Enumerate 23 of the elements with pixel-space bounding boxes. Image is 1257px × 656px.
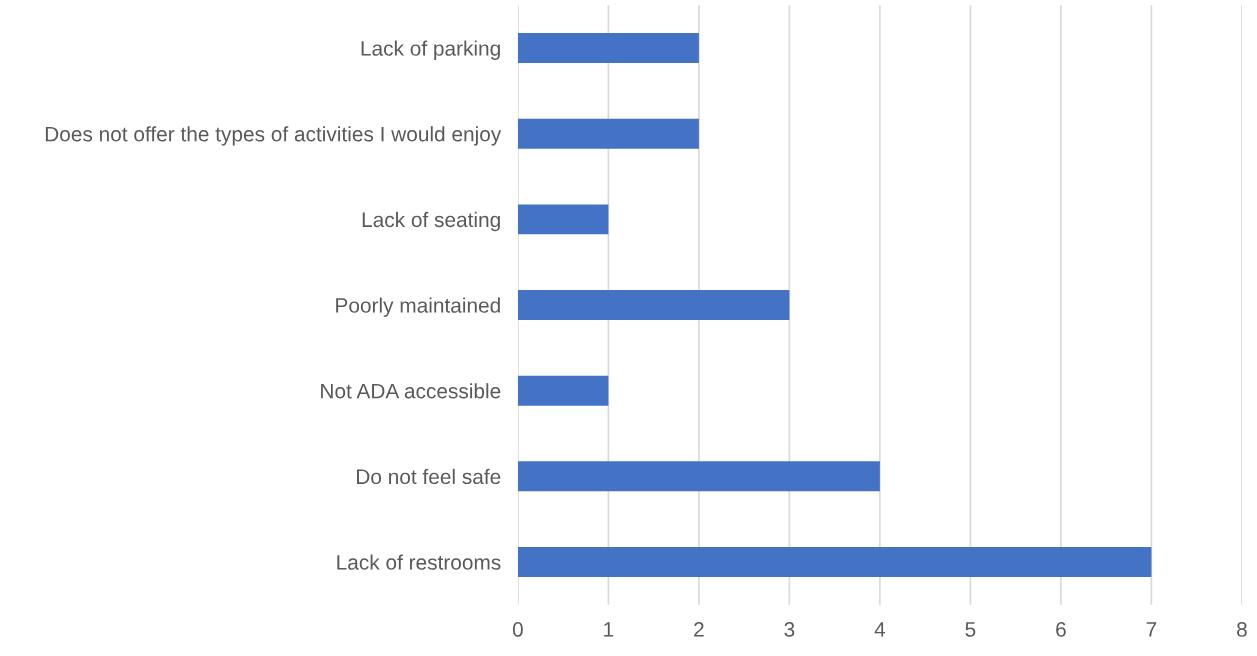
y-tick-label: Does not offer the types of activities I would enjoy — [45, 126, 502, 146]
bar — [517, 461, 880, 492]
x-tick-label: 6 — [1056, 622, 1066, 637]
x-tick-label: 2 — [694, 622, 704, 637]
x-tick-label: 3 — [784, 622, 795, 637]
bar — [517, 204, 609, 235]
x-tick-label: 4 — [874, 622, 886, 637]
bar — [517, 547, 1152, 577]
y-tick-label: Lack of restrooms — [337, 554, 501, 570]
y-tick-label: Do not feel safe — [357, 468, 501, 485]
bar — [517, 290, 790, 321]
x-tick-label: 8 — [1237, 622, 1247, 637]
bar — [517, 375, 609, 406]
y-tick-label: Lack of seating — [362, 211, 500, 232]
bar — [517, 33, 699, 64]
x-tick-label: 0 — [512, 622, 523, 637]
x-tick-label: 5 — [965, 622, 976, 637]
y-tick-label: Not ADA accessible — [321, 383, 501, 399]
y-tick-label: Poorly maintained — [336, 297, 500, 317]
y-tick-label: Lack of parking — [361, 40, 500, 60]
bar — [517, 118, 699, 149]
x-tick-label: 1 — [604, 622, 614, 637]
x-tick-label: 7 — [1146, 622, 1157, 637]
